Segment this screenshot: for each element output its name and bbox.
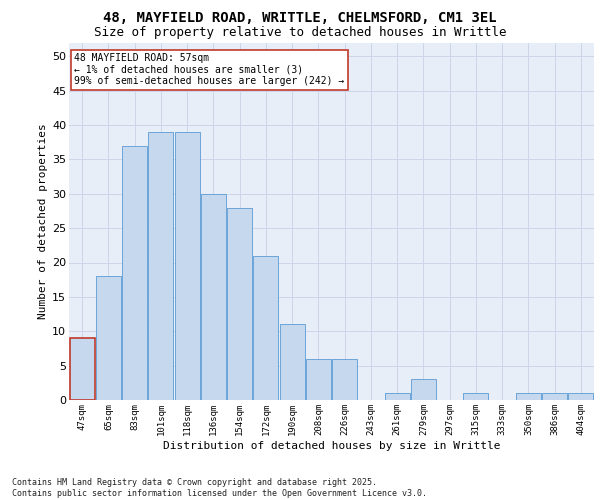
Bar	[122, 146, 147, 400]
Text: Contains HM Land Registry data © Crown copyright and database right 2025.
Contai: Contains HM Land Registry data © Crown c…	[12, 478, 427, 498]
Bar	[175, 132, 200, 400]
X-axis label: Distribution of detached houses by size in Writtle: Distribution of detached houses by size …	[163, 440, 500, 450]
Bar	[201, 194, 226, 400]
Bar	[463, 393, 488, 400]
Bar	[411, 380, 436, 400]
Bar	[148, 132, 173, 400]
Text: 48 MAYFIELD ROAD: 57sqm
← 1% of detached houses are smaller (3)
99% of semi-deta: 48 MAYFIELD ROAD: 57sqm ← 1% of detached…	[74, 53, 344, 86]
Bar	[542, 393, 567, 400]
Text: 48, MAYFIELD ROAD, WRITTLE, CHELMSFORD, CM1 3EL: 48, MAYFIELD ROAD, WRITTLE, CHELMSFORD, …	[103, 11, 497, 25]
Bar	[332, 359, 357, 400]
Bar	[385, 393, 410, 400]
Bar	[253, 256, 278, 400]
Text: Size of property relative to detached houses in Writtle: Size of property relative to detached ho…	[94, 26, 506, 39]
Bar	[96, 276, 121, 400]
Bar	[516, 393, 541, 400]
Y-axis label: Number of detached properties: Number of detached properties	[38, 124, 48, 319]
Bar	[70, 338, 95, 400]
Bar	[568, 393, 593, 400]
Bar	[227, 208, 252, 400]
Bar	[306, 359, 331, 400]
Bar	[280, 324, 305, 400]
